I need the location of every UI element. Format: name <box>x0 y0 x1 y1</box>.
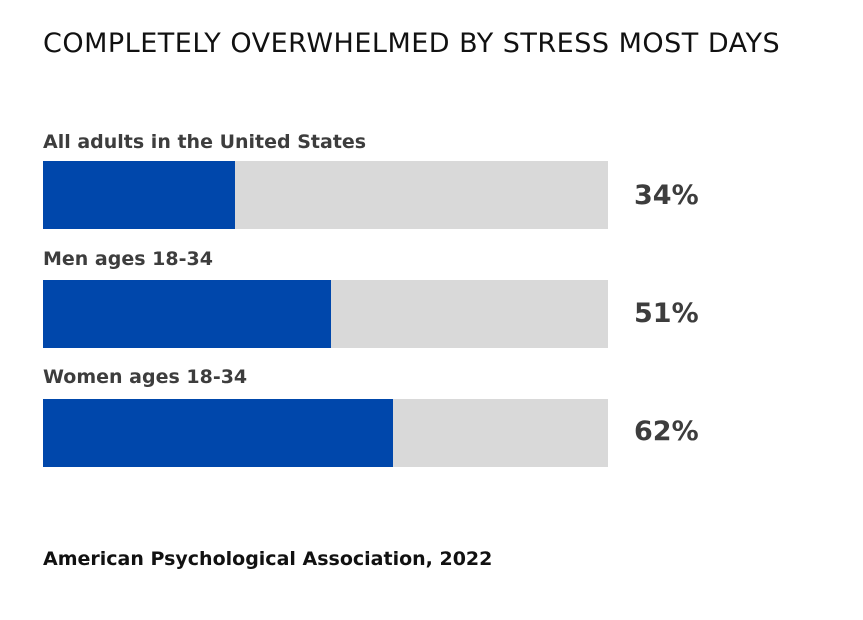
bar-track <box>43 161 608 229</box>
bar-track <box>43 280 608 348</box>
bar-value-label: 51% <box>634 298 699 329</box>
bar-category-label: Women ages 18-34 <box>43 366 248 388</box>
bar-category-label: All adults in the United States <box>43 131 367 153</box>
bar-fill <box>43 161 235 229</box>
bar-value-label: 34% <box>634 180 699 211</box>
chart-title: COMPLETELY OVERWHELMED BY STRESS MOST DA… <box>43 28 781 59</box>
source-citation: American Psychological Association, 2022 <box>43 548 493 570</box>
bar-track <box>43 399 608 467</box>
bar-category-label: Men ages 18-34 <box>43 248 213 270</box>
bar-fill <box>43 280 331 348</box>
bar-value-label: 62% <box>634 416 699 447</box>
bar-fill <box>43 399 393 467</box>
